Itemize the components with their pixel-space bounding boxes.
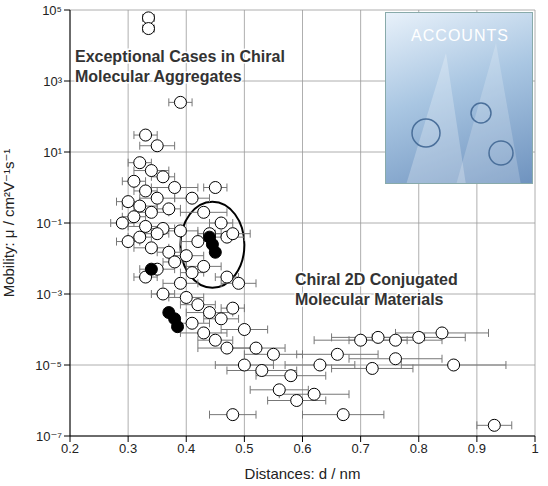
svg-text:10¹: 10¹ [43, 145, 62, 160]
svg-text:10⁻⁷: 10⁻⁷ [36, 429, 62, 444]
svg-text:Chiral 2D Conjugated: Chiral 2D Conjugated [295, 271, 458, 288]
svg-text:0.7: 0.7 [352, 441, 370, 456]
svg-text:0.8: 0.8 [410, 441, 428, 456]
svg-text:0.4: 0.4 [177, 441, 195, 456]
svg-text:Distances: d / nm: Distances: d / nm [245, 465, 361, 482]
svg-text:ACCOUNTS: ACCOUNTS [411, 27, 509, 44]
svg-text:Mobility: μ / cm²V⁻¹s⁻¹: Mobility: μ / cm²V⁻¹s⁻¹ [0, 149, 17, 298]
svg-text:10⁻⁵: 10⁻⁵ [35, 358, 62, 373]
svg-text:0.2: 0.2 [61, 441, 79, 456]
svg-text:10⁻¹: 10⁻¹ [36, 216, 62, 231]
svg-text:0.6: 0.6 [293, 441, 311, 456]
svg-text:0.3: 0.3 [119, 441, 137, 456]
svg-text:Exceptional Cases in Chiral: Exceptional Cases in Chiral [75, 48, 285, 65]
svg-text:0.5: 0.5 [235, 441, 253, 456]
svg-text:10⁻³: 10⁻³ [36, 287, 62, 302]
svg-text:10⁵: 10⁵ [42, 3, 62, 18]
svg-text:10³: 10³ [43, 74, 62, 89]
svg-text:1: 1 [531, 441, 538, 456]
svg-text:Molecular Aggregates: Molecular Aggregates [75, 68, 242, 85]
svg-text:0.9: 0.9 [468, 441, 486, 456]
svg-text:Molecular Materials: Molecular Materials [295, 291, 444, 308]
